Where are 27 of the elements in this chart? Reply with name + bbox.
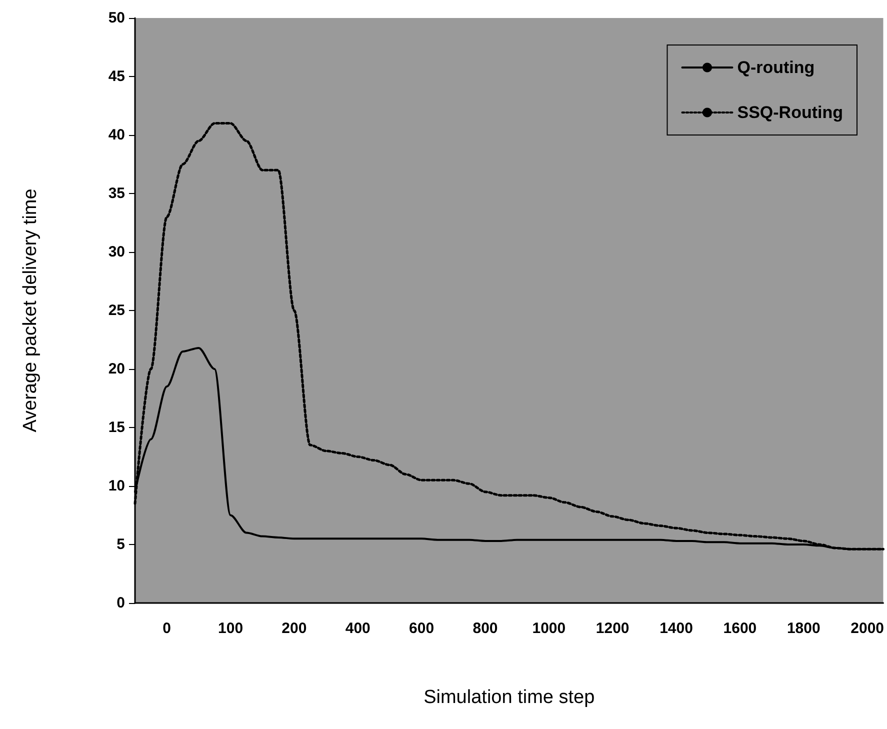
y-tick-label: 50 [108, 10, 125, 26]
legend-label: SSQ-Routing [737, 103, 844, 122]
x-tick-label: 1600 [723, 620, 757, 637]
x-tick-label: 1400 [660, 620, 693, 637]
y-axis-title: Average packet delivery time [20, 188, 41, 432]
y-tick-label: 15 [108, 419, 125, 436]
y-tick-label: 30 [108, 244, 125, 260]
y-tick-label: 5 [116, 536, 125, 553]
x-tick-label: 800 [472, 620, 498, 637]
x-axis-title: Simulation time step [424, 687, 595, 708]
x-tick-label: 0 [162, 620, 172, 637]
y-tick-label: 45 [108, 68, 125, 85]
y-tick-label: 40 [108, 126, 125, 144]
x-tick-label: 1000 [532, 620, 566, 637]
y-tick-label: 25 [108, 302, 125, 319]
y-tick-label: 35 [108, 185, 125, 202]
legend-label: Q-routing [737, 58, 815, 77]
x-tick-label: 1800 [786, 620, 820, 637]
x-tick-label: 100 [218, 620, 244, 637]
x-tick-label: 600 [409, 620, 434, 637]
x-tick-label: 200 [282, 620, 307, 637]
y-tick-label: 0 [116, 594, 125, 612]
x-tick-label: 1200 [596, 620, 630, 637]
y-tick-label: 20 [108, 360, 125, 378]
x-tick-label: 2000 [850, 620, 884, 637]
y-tick-label: 10 [108, 478, 125, 494]
x-tick-label: 400 [345, 620, 370, 637]
